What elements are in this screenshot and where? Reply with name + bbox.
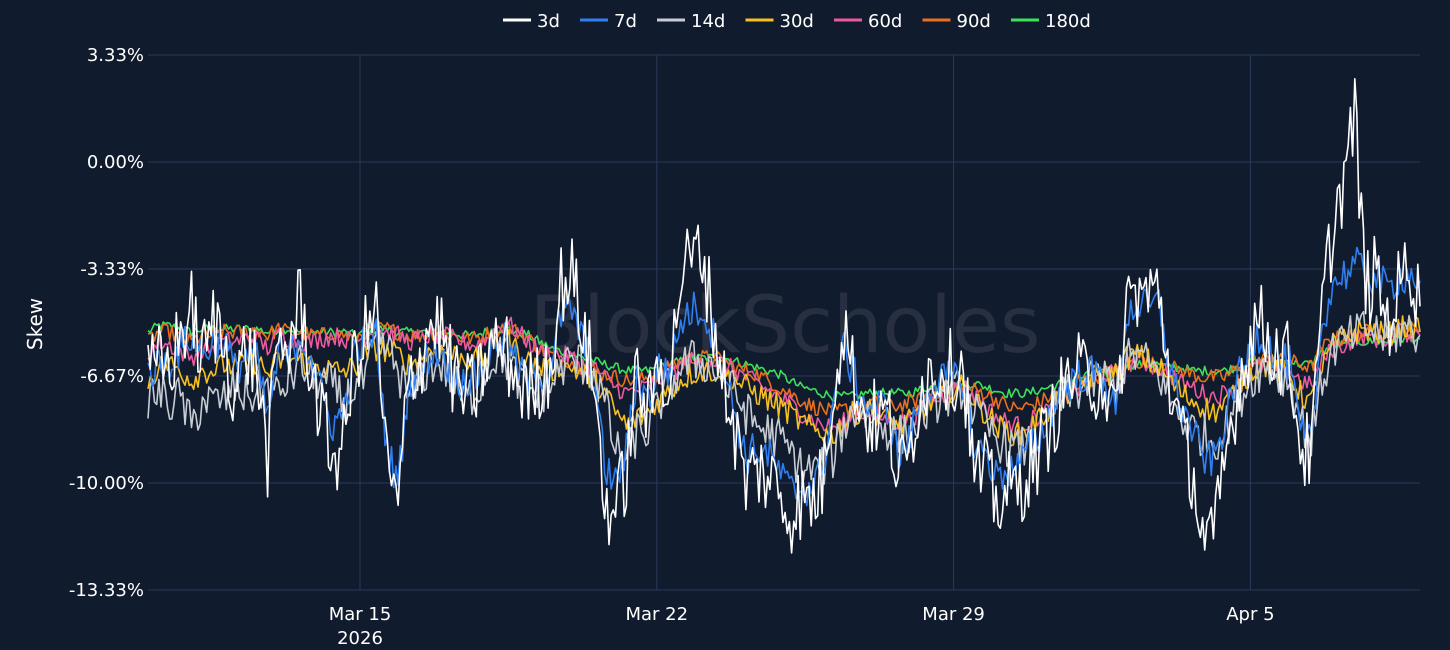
x-tick-sublabel: 2026 [337, 628, 383, 649]
y-tick-label: -10.00% [69, 473, 144, 494]
legend-label-60d: 60d [868, 11, 902, 32]
series-lines [147, 78, 1421, 554]
series-line-7d [147, 246, 1421, 507]
watermark-text: BlockScholes [530, 281, 1041, 371]
y-axis-label: Skew [23, 298, 47, 350]
series-line-90d [147, 321, 1421, 416]
y-tick-label: -3.33% [80, 259, 144, 280]
x-tick-label: Mar 29 [922, 604, 985, 625]
y-tick-label: -6.67% [80, 366, 144, 387]
x-tick-label: Apr 5 [1226, 604, 1274, 625]
legend-label-90d: 90d [957, 11, 991, 32]
legend-label-14d: 14d [691, 11, 725, 32]
y-tick-label: 3.33% [87, 45, 144, 66]
y-tick-label: 0.00% [87, 152, 144, 173]
legend-label-7d: 7d [614, 11, 637, 32]
series-line-3d [147, 78, 1421, 554]
series-line-180d [147, 321, 1420, 402]
y-tick-label: -13.33% [69, 580, 144, 601]
legend-label-3d: 3d [537, 11, 560, 32]
legend-label-30d: 30d [780, 11, 814, 32]
x-tick-label: Mar 22 [626, 604, 689, 625]
legend: 3d 7d 14d 30d 60d 90d 180d [503, 11, 1091, 32]
legend-label-180d: 180d [1045, 11, 1091, 32]
x-axis-ticks: Mar 15 2026 Mar 22 Mar 29 Apr 5 [329, 604, 1275, 649]
y-axis-ticks: 3.33% 0.00% -3.33% -6.67% -10.00% -13.33% [69, 45, 144, 601]
x-tick-label: Mar 15 [329, 604, 392, 625]
